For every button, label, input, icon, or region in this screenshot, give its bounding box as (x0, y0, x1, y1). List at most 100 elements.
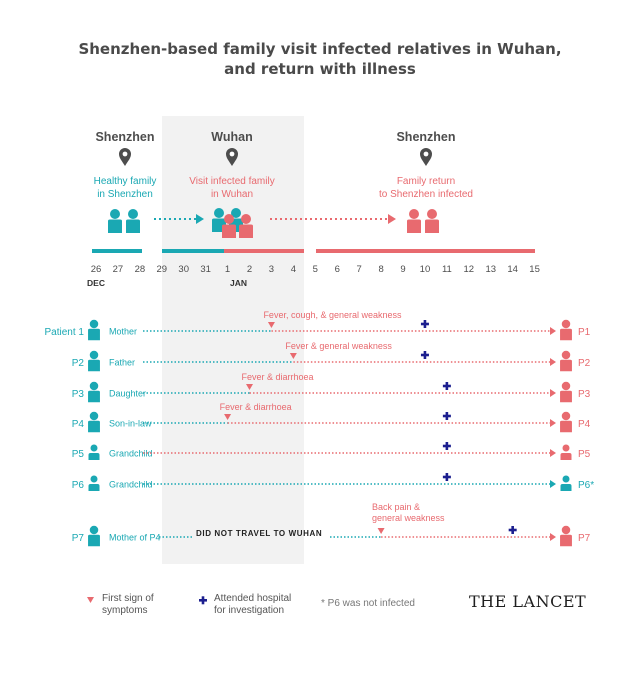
symptom-marker-7 (377, 528, 385, 534)
patient-role-label-3: Daughter (109, 389, 146, 399)
day-tick-10: 10 (420, 264, 431, 275)
symptom-marker-1 (267, 322, 275, 328)
patient-row-1: Patient 1 Mother Fever, cough, & general w… (45, 310, 591, 341)
month-label-dec: DEC (87, 278, 105, 288)
shenzhen-return-period-bar (316, 249, 535, 253)
healthy-family-person-2-icon-body (126, 219, 140, 233)
returned-family-person-2-icon-head (427, 209, 437, 219)
patient-7-right-icon (560, 525, 572, 547)
day-tick-6: 6 (335, 264, 340, 275)
legend-hospital-label-line-2: for investigation (214, 605, 284, 616)
patient-1-right-icon (560, 319, 572, 341)
patient-3-right-icon-body (560, 390, 572, 403)
patient-row-6: P6 Grandchild P6* (72, 473, 594, 491)
healthy-family-person-1-icon (108, 209, 122, 233)
patient-role-label-7: Mother of P4 (109, 533, 161, 543)
location-pin-icon-2-hole (229, 151, 235, 157)
patient-row-5: P5 Grandchild P5 (72, 442, 591, 460)
patient-end-label-7: P7 (578, 533, 591, 544)
patient-5-right-icon-body (560, 453, 572, 460)
patient-6-right-icon-head (562, 475, 570, 483)
patient-id-label-4: P4 (72, 419, 85, 430)
day-tick-3: 3 (269, 264, 274, 275)
wuhan-relative-2-icon-head (241, 214, 251, 224)
hospital-marker-4-v (445, 412, 449, 420)
day-tick-26: 26 (91, 264, 102, 275)
patient-1-left-icon-body (88, 328, 100, 341)
title-line-2: and return with illness (224, 60, 416, 78)
wuhan-visit-coral-bar (224, 249, 304, 253)
healthy-family-person-1-icon-body (108, 219, 122, 233)
patient-3-left-icon-head (89, 381, 99, 391)
patient-end-label-2: P2 (578, 358, 591, 369)
day-tick-30: 30 (178, 264, 189, 275)
patient-6-right-icon-body (560, 484, 572, 491)
legend-symptom-marker (87, 597, 94, 603)
patient-end-label-5: P5 (578, 449, 591, 460)
patient-role-label-2: Father (109, 358, 135, 368)
patient-2-arrowhead (550, 358, 556, 366)
patient-7-arrowhead (550, 533, 556, 541)
symptom-label-1: Fever, cough, & general weakness (263, 310, 402, 320)
patient-role-label-4: Son-in-law (109, 419, 152, 429)
patient-2-left-icon-head (89, 350, 99, 360)
day-tick-8: 8 (378, 264, 383, 275)
location-caption-2-line-1: Visit infected family (189, 176, 274, 187)
patient-id-label-7: P7 (72, 533, 85, 544)
symptom-label-4: Fever & diarrhoea (220, 402, 292, 412)
wuhan-period-band (162, 116, 304, 564)
legend-symptom-label-line-1: First sign of (102, 593, 154, 604)
lancet-logo: THE LANCET (469, 592, 587, 611)
hospital-marker-7-v (511, 526, 514, 534)
patient-2-right-icon-head (561, 350, 571, 360)
hospital-marker-1-v (423, 320, 427, 328)
patient-row-7: P7 Mother of P4 DID NOT TRAVEL TO WUHAN Bac… (72, 502, 591, 547)
hospital-marker-2-v (423, 351, 427, 359)
healthy-family-person-1-icon-head (110, 209, 120, 219)
patient-3-left-icon-body (88, 390, 100, 403)
location-pin-icon-3 (420, 148, 432, 166)
patient-1-right-icon-body (560, 328, 572, 341)
wuhan-relative-1-icon-head (224, 214, 234, 224)
day-tick-11: 11 (442, 264, 452, 275)
day-tick-15: 15 (529, 264, 540, 275)
patient-5-right-icon (560, 444, 572, 460)
patient-2-right-icon-body (560, 359, 572, 372)
patient-role-label-1: Mother (109, 327, 137, 337)
patient-id-label-2: P2 (72, 358, 85, 369)
wuhan-relative-1-icon (222, 214, 236, 238)
patient-7-left-icon-body (88, 534, 100, 547)
location-name-2: Wuhan (211, 130, 252, 144)
patient-5-left-icon-head (90, 444, 98, 452)
healthy-family-person-2-icon (126, 209, 140, 233)
title-line-1: Shenzhen-based family visit infected rel… (78, 40, 562, 58)
returned-family-person-1-icon-head (409, 209, 419, 219)
day-tick-5: 5 (313, 264, 318, 275)
location-pin-icon-3-hole (423, 151, 429, 157)
patient-end-label-3: P3 (578, 389, 591, 400)
location-pin-icon-3-shape (420, 148, 432, 166)
location-caption-2-line-2: in Wuhan (211, 189, 253, 200)
patient-4-arrowhead (550, 419, 556, 427)
patient-row-3: P3 Daughter Fever & diarrhoea P3 (72, 372, 591, 403)
symptom-marker-4 (224, 414, 232, 420)
visiting-family-person-2-icon-head (231, 208, 241, 218)
symptom-marker-3 (246, 384, 254, 390)
patient-1-left-icon (88, 319, 100, 341)
wuhan-relative-2-icon (239, 214, 253, 238)
patient-end-label-1: P1 (578, 327, 591, 338)
day-tick-1: 1 (225, 264, 230, 275)
patient-end-label-4: P4 (578, 419, 591, 430)
patient-1-arrowhead (550, 327, 556, 335)
location-caption-3-line-2: to Shenzhen infected (379, 189, 473, 200)
patient-row-4: P4 Son-in-law Fever & diarrhoea P4 (72, 402, 591, 433)
patient-6-left-icon (88, 475, 100, 491)
patient-end-label-6: P6* (578, 480, 594, 491)
visiting-family-person-1-icon-head (214, 208, 224, 218)
location-pin-icon-2 (226, 148, 238, 166)
patient-7-left-icon (88, 525, 100, 547)
patient-id-label-5: P5 (72, 449, 85, 460)
patient-7-right-icon-body (560, 534, 572, 547)
